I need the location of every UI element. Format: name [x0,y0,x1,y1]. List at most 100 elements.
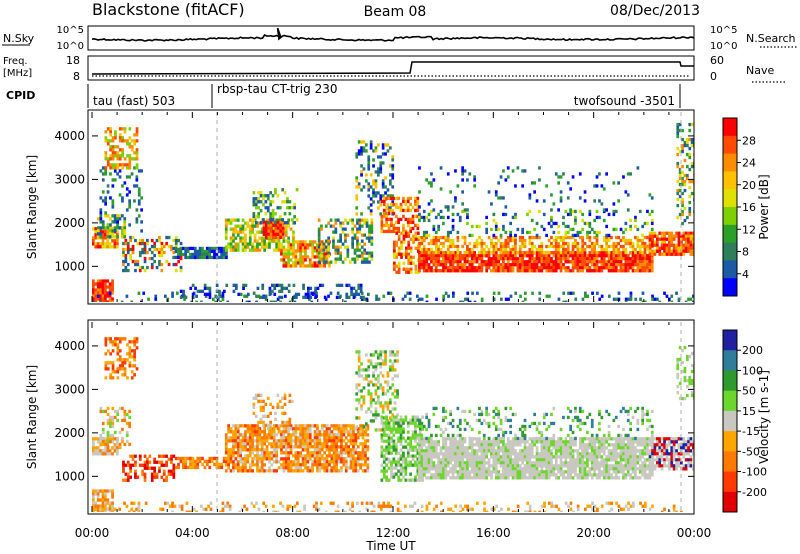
power-cell [678,212,682,217]
power-cell [181,246,185,251]
power-cell [562,247,565,252]
velocity-cell [92,437,95,441]
power-cell [118,148,122,152]
velocity-cell [409,472,412,476]
power-cell [444,238,448,243]
velocity-cell [342,445,346,449]
velocity-cell [391,407,395,411]
velocity-cell [313,439,317,443]
power-cell [638,269,642,273]
velocity-cell [299,469,302,473]
velocity-cell [411,415,415,419]
power-cell [277,229,280,233]
power-cell [622,175,625,179]
power-cell [480,254,484,258]
power-cell [571,241,575,246]
velocity-cell [121,373,124,377]
power-cell [530,247,534,252]
velocity-cell [158,469,161,473]
power-cell [283,191,287,195]
power-cell [269,235,273,239]
power-cell [605,266,608,270]
power-cell [111,145,115,149]
power-cell [272,223,275,227]
velocity-cell [276,405,280,409]
power-cell [458,251,462,255]
power-cell [564,224,568,229]
power-cell [610,263,613,267]
power-cell [665,243,669,247]
power-cell [492,212,496,217]
power-cell [369,173,373,177]
power-cell [480,238,484,243]
power-cell [153,259,156,264]
power-cell [514,235,517,240]
velocity-cell [404,463,408,467]
velocity-cell [387,424,391,428]
power-cell [254,197,258,201]
power-cell [427,241,431,246]
velocity-cell [220,465,224,470]
power-cell [374,170,378,174]
velocity-cell [354,436,358,440]
power-cell [535,199,539,203]
power-cell [379,167,383,171]
power-cell [619,266,623,270]
velocity-cell [393,353,397,357]
power-cell [353,248,357,252]
velocity-cell [109,376,112,380]
power-cell [134,262,137,267]
power-cell [564,230,568,235]
power-cell [367,292,370,296]
power-cell [325,255,329,259]
velocity-cell [335,433,338,437]
power-cell [345,295,349,299]
power-cell [381,185,385,189]
power-cell [607,254,611,258]
power-cell [368,233,371,237]
power-cell [129,238,132,243]
power-cell [629,263,632,267]
power-cell [315,291,318,295]
power-cell [482,254,486,258]
velocity-cell [292,463,295,467]
velocity-cell [106,430,110,435]
power-cell [399,205,403,210]
velocity-cell [206,459,209,464]
power-cell [318,258,322,262]
power-cell [598,260,601,264]
velocity-cell [162,454,166,458]
velocity-cell [106,337,110,341]
velocity-cell [323,439,326,443]
power-cell [167,235,171,240]
power-cell [600,263,604,267]
velocity-cell [101,439,105,444]
power-cell [408,297,412,301]
power-cell [104,202,107,206]
power-cell [420,297,424,301]
power-cell [292,264,295,268]
power-cell [566,230,570,235]
power-cell [280,249,283,253]
velocity-cell [404,469,408,473]
power-cell [385,229,388,234]
power-cell [232,233,235,237]
velocity-cell [99,442,103,447]
power-cell [393,240,396,244]
power-cell [678,122,682,127]
power-cell [341,260,345,264]
velocity-cell [133,337,136,341]
velocity-cell [96,510,100,512]
power-cell [463,235,467,240]
power-cell [470,251,474,255]
power-cell [672,246,676,250]
power-cell [162,250,166,255]
velocity-cell [251,436,254,440]
velocity-cell [356,445,360,449]
velocity-cell [386,407,390,411]
velocity-cell [128,421,131,426]
power-cell [111,202,115,206]
power-cell [454,266,457,270]
power-cell [219,300,222,302]
power-cell [252,218,256,222]
